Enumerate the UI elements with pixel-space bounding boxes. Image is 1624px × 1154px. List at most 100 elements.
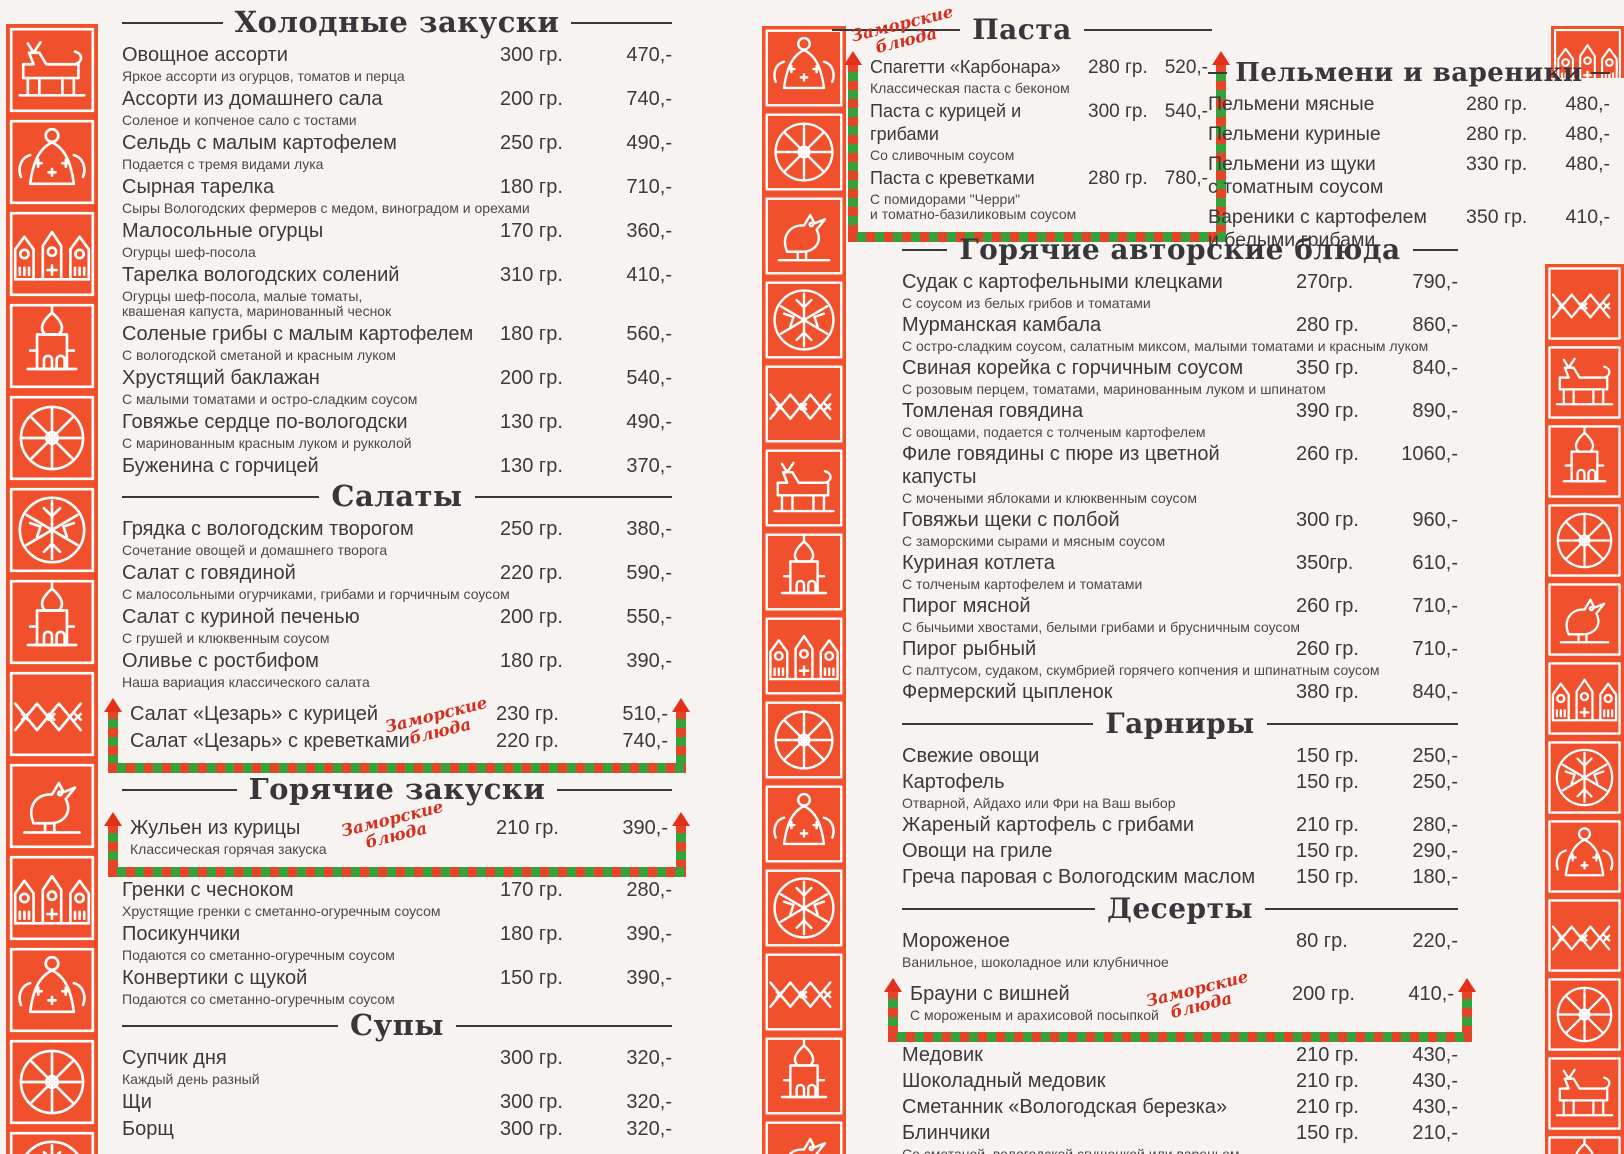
menu-item-row: Посикунчики 180 гр. 390,- <box>122 923 672 946</box>
arrow-up-icon <box>104 812 122 826</box>
dish-price: 490,- <box>626 411 672 433</box>
dish-weight: 220 гр. <box>500 562 563 584</box>
overseas-dishes-frame: Заморские блюда Спагетти «Карбонара» 280 гр… <box>844 2 1230 242</box>
dish-description: Подаются со сметанно-огуречным соусом <box>122 947 395 963</box>
ornament-tile-snow <box>6 484 98 576</box>
arrow-up-icon <box>672 812 690 826</box>
dish-price: 360,- <box>626 220 672 242</box>
menu-item-row: Малосольные огурцы 170 гр. 360,- <box>122 220 672 243</box>
dish-name: Паста с креветками <box>870 168 1035 188</box>
menu-item: Свиная корейка с горчичным соусом 350 гр.… <box>902 357 1458 397</box>
dish-description: Отварной, Айдахо или Фри на Ваш выбор <box>902 795 1176 811</box>
menu-item: Пельмени из щуки с томатным соусом 330 гр… <box>1208 153 1610 199</box>
ornament-tile-church <box>1545 422 1624 501</box>
menu-item-row: Пирог рыбный 260 гр. 710,- <box>902 638 1458 661</box>
dish-price: 320,- <box>626 1118 672 1140</box>
menu-item: Хрустящий баклажан 200 гр. 540,- С малыми т… <box>122 367 672 407</box>
dish-name: Салат «Цезарь» с креветками <box>130 730 410 752</box>
dish-weight: 250 гр. <box>500 518 563 540</box>
dish-weight: 150 гр. <box>1296 745 1359 767</box>
ornament-tile-snow <box>1545 738 1624 817</box>
dish-name: Паста с курицей и грибами <box>870 101 1022 144</box>
dish-description: Со сметаной, вологодской сгущенкой или в… <box>902 1146 1240 1154</box>
dish-description: С палтусом, судаком, скумбрией горячего … <box>902 662 1380 678</box>
menu-item-row: Спагетти «Карбонара» 280 гр. 520,- <box>870 56 1208 79</box>
menu-item: Картофель 150 гр. 250,- Отварной, Айдахо ил… <box>902 771 1458 811</box>
menu-item-row: Куриная котлета 350гр. 610,- <box>902 552 1458 575</box>
menu-item: Овощи на гриле 150 гр. 290,- <box>902 840 1458 863</box>
menu-item: Гренки с чесноком 170 гр. 280,- Хрустящие г… <box>122 879 672 919</box>
dish-description: С заморскими сырами и мясным соусом <box>902 533 1166 549</box>
dish-name: Куриная котлета <box>902 552 1055 574</box>
dish-price: 780,- <box>1164 168 1208 189</box>
overseas-arrow-bar <box>672 812 690 877</box>
dish-description: Классическая горячая закуска <box>130 841 327 857</box>
dish-weight: 180 гр. <box>500 176 563 198</box>
dish-description: Яркое ассорти из огурцов, томатов и перц… <box>122 68 405 84</box>
overseas-dishes-frame: Заморские блюда Жульен из курицы 210 гр. 390… <box>104 797 690 877</box>
dish-price: 710,- <box>1412 638 1458 660</box>
dish-name: Супчик дня <box>122 1047 227 1069</box>
section-title: Десерты <box>902 895 1458 923</box>
dish-description: С маринованным красным луком и рукколой <box>122 435 412 451</box>
dish-weight: 330 гр. <box>1466 153 1528 175</box>
dish-description: Сочетание овощей и домашнего творога <box>122 542 388 558</box>
dish-description: С мороженым и арахисовой посыпкой <box>910 1007 1159 1023</box>
dish-name: Хрустящий баклажан <box>122 367 320 389</box>
dish-price: 280,- <box>626 879 672 901</box>
menu-pasta-section: Паста Заморские блюда Спагетти «Карбонара» 2… <box>832 2 1230 244</box>
menu-item-row: Жульен из курицы 210 гр. 390,- <box>130 817 668 840</box>
dish-weight: 280 гр. <box>1088 168 1148 189</box>
ornament-tile-bird <box>6 760 98 852</box>
dish-price: 480,- <box>1565 123 1610 145</box>
menu-item: Борщ 300 гр. 320,- <box>122 1118 672 1141</box>
menu-item: Оливье с ростбифом 180 гр. 390,- Наша вариа… <box>122 650 672 690</box>
dish-price: 540,- <box>626 367 672 389</box>
dish-price: 410,- <box>1565 206 1610 228</box>
menu-item-row: Салат «Цезарь» с креветками 220 гр. 740,- <box>130 730 668 753</box>
dish-name: Сельдь с малым картофелем <box>122 132 397 154</box>
dish-weight: 180 гр. <box>500 323 563 345</box>
menu-item-row: Пирог мясной 260 гр. 710,- <box>902 595 1458 618</box>
dish-name: Грядка с вологодским творогом <box>122 518 414 540</box>
menu-item-row: Говяжьи щеки с полбой 300 гр. 960,- <box>902 509 1458 532</box>
dish-weight: 200 гр. <box>500 367 563 389</box>
ornament-tile-zigzag <box>762 950 846 1034</box>
dish-name: Посикунчики <box>122 923 241 945</box>
arrow-up-icon <box>844 51 862 65</box>
menu-item: Посикунчики 180 гр. 390,- Подаются со смета… <box>122 923 672 963</box>
dish-weight: 280 гр. <box>1466 123 1528 145</box>
dish-description: С соусом из белых грибов и томатами <box>902 295 1151 311</box>
section-title: Горячие закуски <box>122 775 672 804</box>
dish-price: 520,- <box>1164 57 1208 78</box>
dish-price: 220,- <box>1412 930 1458 952</box>
menu-item-row: Овощи на гриле 150 гр. 290,- <box>902 840 1458 863</box>
menu-item-row: Судак с картофельными клецками 270гр. 790,… <box>902 271 1458 294</box>
menu-item-row: Ассорти из домашнего сала 200 гр. 740,- <box>122 88 672 111</box>
menu-item-row: Сырная тарелка 180 гр. 710,- <box>122 176 672 199</box>
dish-description: С розовым перцем, томатами, маринованным… <box>902 381 1326 397</box>
dish-description: С грушей и клюквенным соусом <box>122 630 330 646</box>
dish-price: 740,- <box>626 88 672 110</box>
dish-weight: 180 гр. <box>500 650 563 672</box>
menu-item-row: Паста с креветками 280 гр. 780,- <box>870 167 1208 190</box>
ornament-tile-zigzag <box>1545 264 1624 343</box>
menu-item: Буженина с горчицей 130 гр. 370,- <box>122 455 672 478</box>
menu-item: Говяжье сердце по-вологодски 130 гр. 490,-… <box>122 411 672 451</box>
dish-description: Каждый день разный <box>122 1071 260 1087</box>
dish-price: 390,- <box>622 817 668 839</box>
ornament-tile-rosette <box>762 698 846 782</box>
menu-item: Мороженое 80 гр. 220,- Ванильное, шоколадно… <box>902 930 1458 970</box>
menu-item-row: Салат «Цезарь» с курицей 230 гр. 510,- <box>130 703 668 726</box>
ornament-tile-church <box>1545 1133 1624 1154</box>
dish-weight: 150 гр. <box>1296 866 1359 888</box>
dish-name: Оливье с ростбифом <box>122 650 319 672</box>
menu-item: Брауни с вишней 200 гр. 410,- С мороженым и… <box>910 983 1454 1023</box>
dish-weight: 150 гр. <box>500 967 563 989</box>
dish-description: Огурцы шеф-посола, малые томаты, квашена… <box>122 288 392 319</box>
dish-name: Салат «Цезарь» с курицей <box>130 703 379 725</box>
overseas-arrow-bar <box>1458 978 1476 1042</box>
menu-item: Судак с картофельными клецками 270гр. 790,… <box>902 271 1458 311</box>
dish-price: 410,- <box>1408 983 1454 1005</box>
dish-weight: 300 гр. <box>500 1047 563 1069</box>
